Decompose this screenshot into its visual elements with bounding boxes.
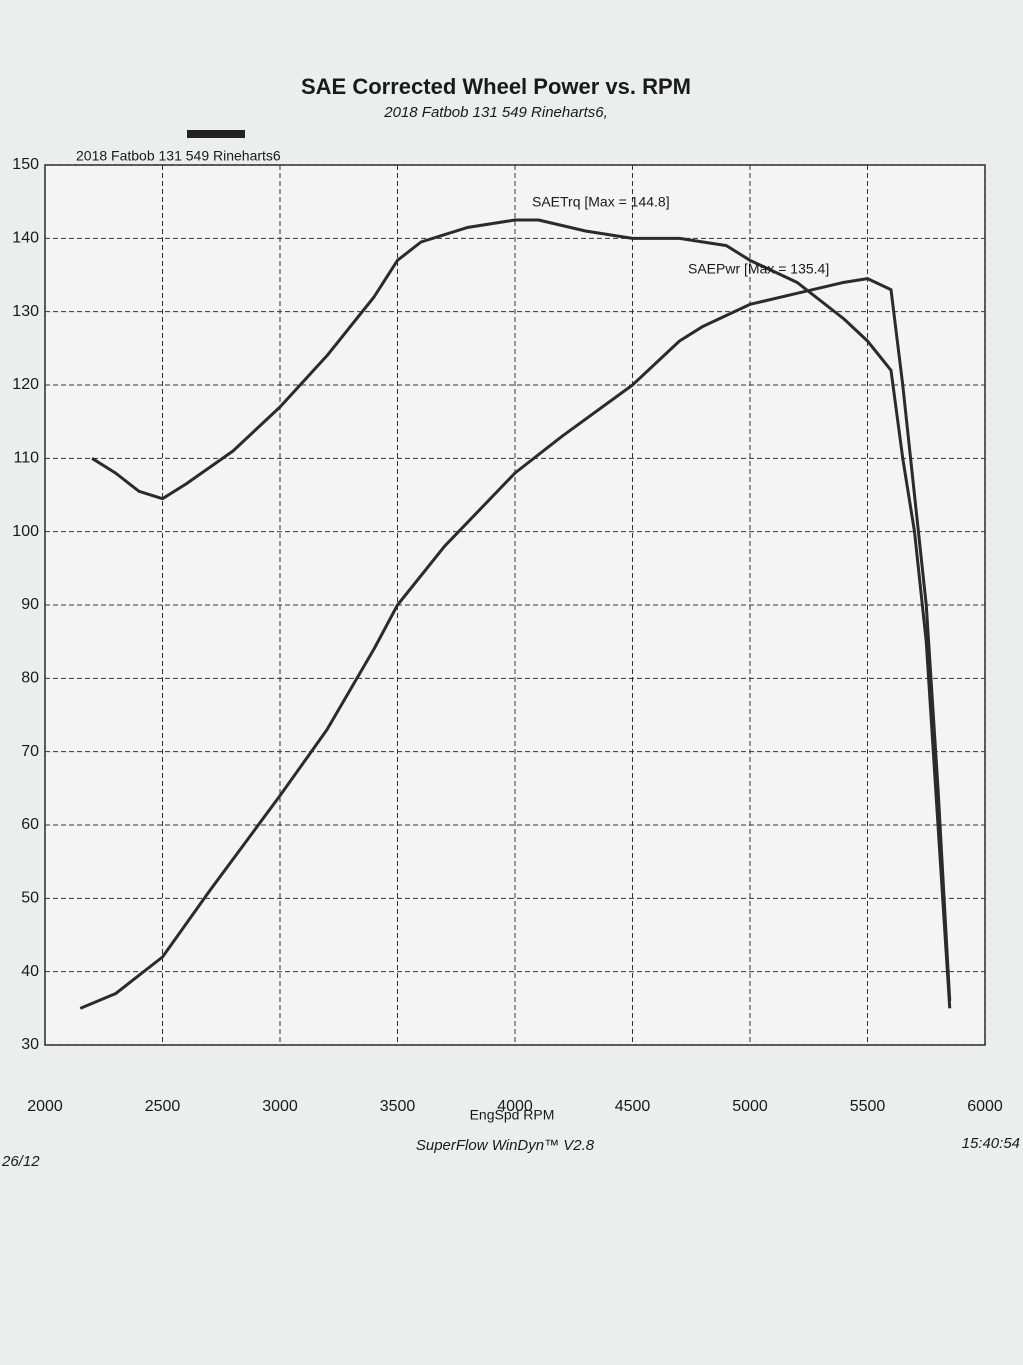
y-tick-label: 110 xyxy=(13,450,39,467)
x-tick-label: 4000 xyxy=(497,1098,533,1115)
y-tick-label: 60 xyxy=(21,816,39,833)
y-tick-label: 80 xyxy=(21,670,39,687)
x-tick-label: 5000 xyxy=(732,1098,768,1115)
y-tick-label: 70 xyxy=(21,743,39,760)
x-tick-label: 3000 xyxy=(262,1098,298,1115)
y-tick-label: 100 xyxy=(12,523,39,540)
x-tick-label: 4500 xyxy=(615,1098,651,1115)
data-line xyxy=(91,218,952,1009)
y-tick-label: 30 xyxy=(21,1036,39,1053)
data-line xyxy=(79,277,952,1010)
y-tick-label: 120 xyxy=(12,376,39,393)
footer: SuperFlow WinDyn™ V2.8 xyxy=(416,1137,595,1154)
y-tick-label: 40 xyxy=(21,963,39,980)
x-tick-label: 6000 xyxy=(967,1098,1003,1115)
y-tick-label: 90 xyxy=(21,596,39,613)
y-tick-label: 50 xyxy=(21,890,39,907)
annotation: SAEPwr [Max = 135.4] xyxy=(688,261,829,277)
x-axis-label: EngSpd RPM xyxy=(470,1107,555,1123)
chart-title: SAE Corrected Wheel Power vs. RPM xyxy=(301,74,691,99)
x-tick-label: 5500 xyxy=(850,1098,886,1115)
x-tick-label: 2500 xyxy=(145,1098,181,1115)
annotation: SAETrq [Max = 144.8] xyxy=(532,194,670,210)
x-tick-label: 3500 xyxy=(380,1098,416,1115)
y-tick-label: 140 xyxy=(12,230,39,247)
time: 15:40:54 xyxy=(962,1135,1020,1152)
legend-label: 2018 Fatbob 131 549 Rineharts6 xyxy=(76,148,281,164)
legend-swatch xyxy=(187,130,245,138)
date: 26/12 xyxy=(1,1153,40,1170)
y-tick-label: 150 xyxy=(12,156,39,173)
y-tick-label: 130 xyxy=(12,303,39,320)
chart-subtitle: 2018 Fatbob 131 549 Rineharts6, xyxy=(383,104,608,121)
x-tick-label: 2000 xyxy=(27,1098,63,1115)
